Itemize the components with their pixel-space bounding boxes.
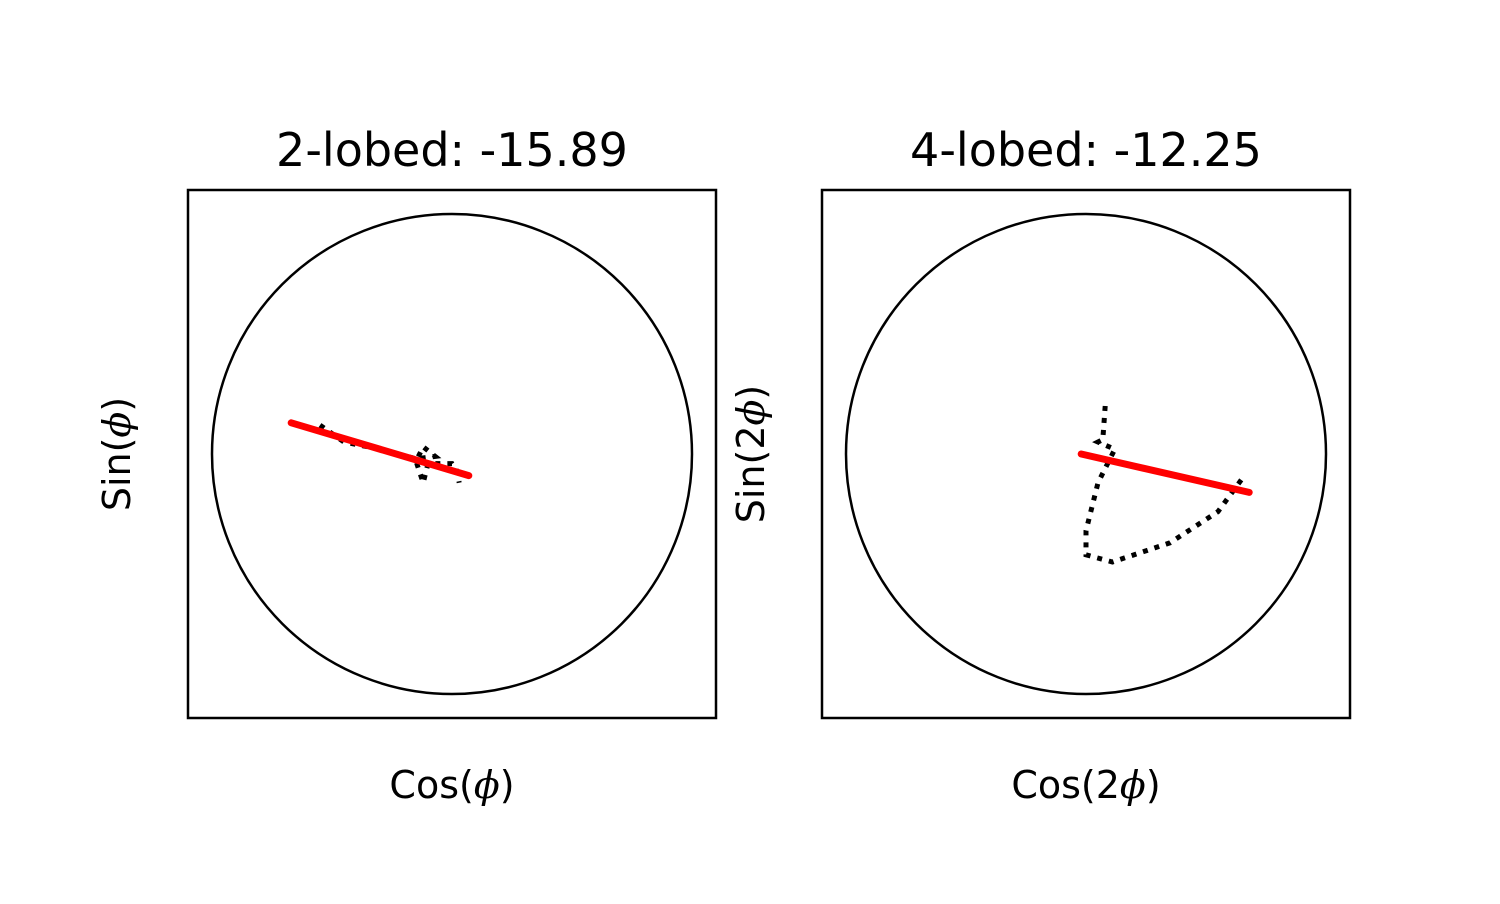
dotted-trajectory-line <box>318 423 462 492</box>
x-axis-label: Cos(ϕ) <box>389 763 514 807</box>
x-axis-label: Cos(2ϕ) <box>1011 763 1160 807</box>
unit-circle <box>844 212 1328 696</box>
panel-title: 4-lobed: -12.25 <box>910 123 1262 177</box>
red-mean-vector-line <box>1077 450 1253 496</box>
plot-area <box>844 212 1328 696</box>
panel-4-lobed: 4-lobed: -12.25 Cos(2ϕ) Sin(2ϕ) <box>729 123 1352 807</box>
red-mean-vector-line <box>287 419 473 480</box>
y-axis-label: Sin(ϕ) <box>95 397 139 511</box>
panel-title: 2-lobed: -15.89 <box>276 123 628 177</box>
y-axis-label: Sin(2ϕ) <box>729 385 773 524</box>
axes-frame <box>186 188 718 720</box>
dotted-trajectory-line <box>1083 405 1247 565</box>
axes-frame <box>820 188 1352 720</box>
unit-circle <box>210 212 694 696</box>
plot-area <box>210 212 694 696</box>
panel-2-lobed: 2-lobed: -15.89 Cos(ϕ) Sin(ϕ) <box>95 123 718 807</box>
